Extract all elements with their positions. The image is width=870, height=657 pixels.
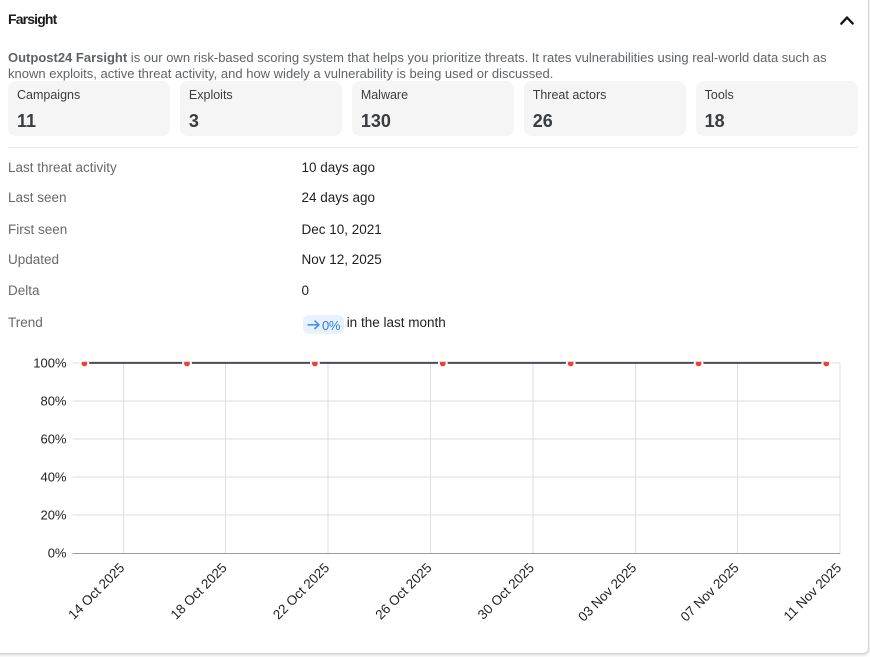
svg-text:100%: 100% (33, 355, 67, 370)
svg-text:26 Oct 2025: 26 Oct 2025 (372, 560, 434, 622)
svg-text:03 Nov 2025: 03 Nov 2025 (575, 560, 639, 624)
svg-text:14 Oct 2025: 14 Oct 2025 (65, 560, 127, 622)
svg-text:20%: 20% (40, 508, 66, 523)
svg-text:60%: 60% (40, 432, 66, 447)
svg-text:11 Nov 2025: 11 Nov 2025 (781, 560, 845, 624)
svg-text:80%: 80% (40, 394, 66, 409)
svg-text:18 Oct 2025: 18 Oct 2025 (168, 560, 230, 622)
svg-text:40%: 40% (40, 470, 66, 485)
svg-text:22 Oct 2025: 22 Oct 2025 (270, 560, 332, 622)
svg-text:07 Nov 2025: 07 Nov 2025 (678, 560, 742, 624)
svg-text:30 Oct 2025: 30 Oct 2025 (475, 560, 537, 622)
svg-text:0%: 0% (48, 546, 67, 561)
